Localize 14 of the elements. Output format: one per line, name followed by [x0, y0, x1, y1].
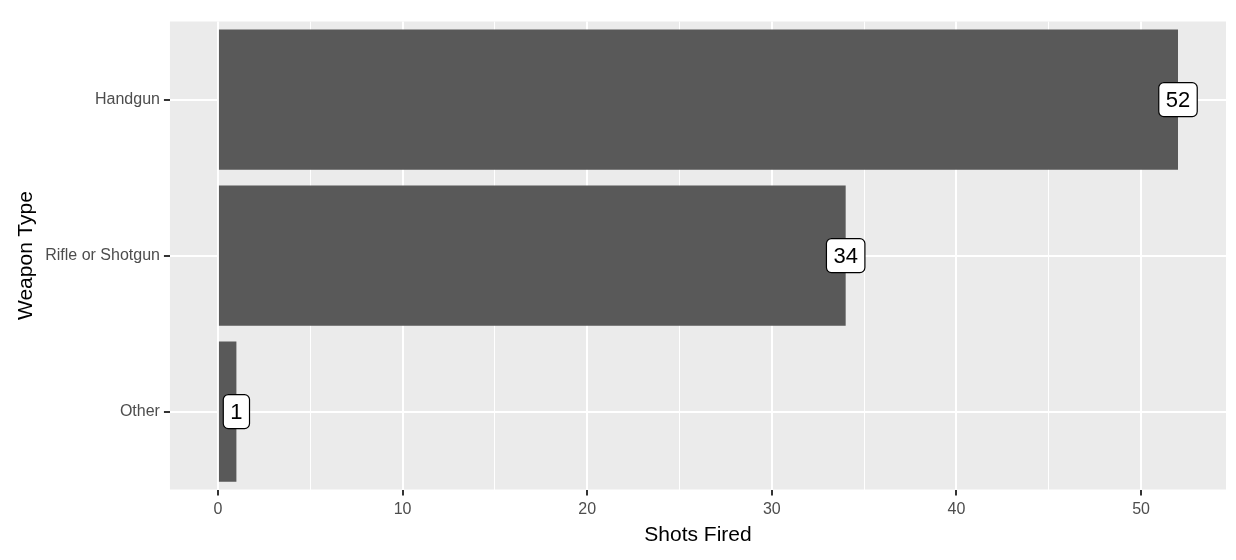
data-label: 52 — [1165, 86, 1191, 112]
y-axis-title: Weapon Type — [13, 191, 37, 321]
x-tick-label: 10 — [393, 499, 412, 517]
x-tick-label: 50 — [1132, 499, 1151, 517]
data-label: 1 — [230, 398, 243, 424]
x-tick-label: 20 — [578, 499, 597, 517]
data-label: 34 — [833, 242, 858, 268]
x-tick-label: 40 — [947, 499, 966, 517]
y-tick-label: Rifle or Shotgun — [45, 246, 160, 264]
y-tick-label: Other — [119, 402, 161, 420]
x-axis-title: Shots Fired — [644, 522, 752, 546]
x-tick-label: 0 — [213, 499, 223, 517]
y-tick-label: Handgun — [94, 90, 160, 108]
x-tick-label: 30 — [762, 499, 781, 517]
